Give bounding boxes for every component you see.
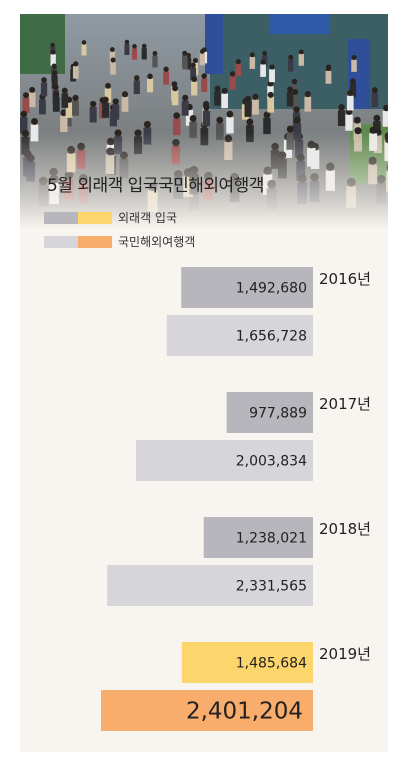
bar-inbound-1 <box>226 392 313 433</box>
bar-outbound-1 <box>136 440 313 481</box>
legend-label-outbound: 국민해외여행객 <box>118 235 196 249</box>
bar-inbound-0 <box>181 267 313 308</box>
legend-swatch-inbound-yellow <box>78 211 112 224</box>
bar-inbound-2 <box>203 517 313 558</box>
bar-outbound-2 <box>107 565 313 606</box>
year-label-1: 2017년 <box>319 395 371 413</box>
bar-value-label-inbound-1: 977,889 <box>249 406 307 422</box>
airport-crowd-photo <box>20 14 388 229</box>
legend-swatch-outbound-gray <box>44 235 78 248</box>
bar-value-label-inbound-2: 1,238,021 <box>236 531 307 547</box>
bar-value-label-outbound-2: 2,331,565 <box>236 579 307 595</box>
bar-inbound-3 <box>181 642 313 683</box>
bar-outbound-3 <box>101 690 313 731</box>
legend-swatch-inbound-gray <box>44 211 78 224</box>
year-label-3: 2019년 <box>319 645 371 663</box>
legend-label-inbound: 외래객 입국 <box>118 211 178 225</box>
bar-value-label-inbound-3: 1,485,684 <box>236 656 307 672</box>
bar-value-label-outbound-0: 1,656,728 <box>236 329 307 345</box>
legend-item-inbound: 외래객 입국 <box>44 209 177 226</box>
bar-outbound-0 <box>166 315 313 356</box>
infographic-card: 5월 외래객 입국국민해외여행객 외래객 입국 국민해외여행객 1,492,68… <box>20 14 388 752</box>
year-label-2: 2018년 <box>319 520 371 538</box>
year-label-0: 2016년 <box>319 270 371 288</box>
bar-value-label-outbound-1: 2,003,834 <box>236 454 307 470</box>
legend-item-outbound: 국민해외여행객 <box>44 233 195 250</box>
bar-value-label-outbound-3: 2,401,204 <box>186 699 303 725</box>
chart-title: 5월 외래객 입국국민해외여행객 <box>47 176 264 196</box>
bar-chart: 1,492,680 1,656,728 2016년 977,889 2,003,834 2… <box>101 267 371 731</box>
bar-value-label-inbound-0: 1,492,680 <box>236 281 307 297</box>
legend-swatch-outbound-orange <box>78 235 112 248</box>
